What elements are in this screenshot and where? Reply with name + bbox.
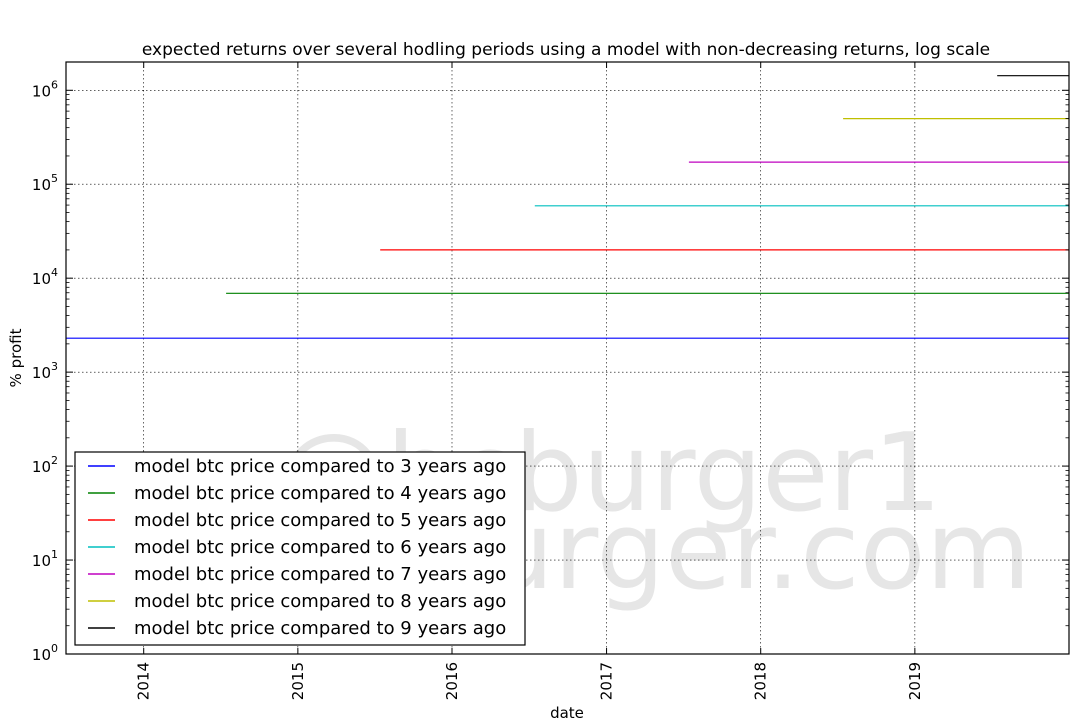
y-tick-label: 106 <box>32 78 58 100</box>
x-tick-label: 2016 <box>443 662 461 700</box>
legend-box <box>74 451 526 646</box>
legend-label: model btc price compared to 4 years ago <box>134 483 506 504</box>
y-tick-label-base: 10 <box>32 458 51 476</box>
legend-label: model btc price compared to 5 years ago <box>134 510 506 531</box>
plot-frame <box>65 61 1070 655</box>
y-tick-label: 100 <box>32 642 58 664</box>
grid-lines <box>66 62 1069 654</box>
y-tick-label-base: 10 <box>32 364 51 382</box>
legend-label: model btc price compared to 8 years ago <box>134 591 506 612</box>
x-tick-label: 2014 <box>135 662 153 700</box>
chart-title: expected returns over several hodling pe… <box>142 40 990 60</box>
legend-label: model btc price compared to 7 years ago <box>134 564 506 585</box>
y-tick-label-base: 10 <box>32 270 51 288</box>
legend-label: model btc price compared to 6 years ago <box>134 537 506 558</box>
y-tick-label: 102 <box>32 454 58 476</box>
legend-label: model btc price compared to 9 years ago <box>134 618 506 639</box>
y-tick-label-base: 10 <box>32 82 51 100</box>
y-tick-label-exponent: 6 <box>51 78 58 91</box>
y-tick-label-exponent: 4 <box>51 266 58 279</box>
x-tick-label: 2019 <box>906 662 924 700</box>
y-tick-label: 105 <box>32 172 58 194</box>
y-tick-label-base: 10 <box>32 552 51 570</box>
y-tick-label-exponent: 3 <box>51 360 58 373</box>
y-tick-label-exponent: 0 <box>51 642 58 655</box>
x-axis-ticks: 2014 2015 2016 2017 2018 2019 <box>135 62 924 700</box>
y-tick-label: 103 <box>32 360 58 382</box>
y-tick-label: 104 <box>32 266 58 288</box>
y-tick-label-base: 10 <box>32 646 51 664</box>
y-tick-label-exponent: 5 <box>51 172 58 185</box>
x-axis-label: date <box>550 704 584 722</box>
legend-label: model btc price compared to 3 years ago <box>134 456 506 477</box>
x-tick-label: 2015 <box>289 662 307 700</box>
y-axis-label: % profit <box>7 328 25 387</box>
series-lines <box>66 75 1069 339</box>
y-tick-label-exponent: 1 <box>51 548 58 561</box>
legend: model btc price compared to 3 years ago m… <box>74 451 526 646</box>
y-tick-label-base: 10 <box>32 176 51 194</box>
y-tick-label: 101 <box>32 548 58 570</box>
x-tick-label: 2017 <box>598 662 616 700</box>
x-tick-label: 2018 <box>752 662 770 700</box>
y-tick-label-exponent: 2 <box>51 454 58 467</box>
